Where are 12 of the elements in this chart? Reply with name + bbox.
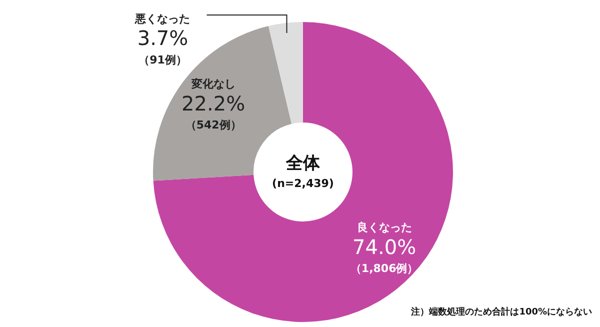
data-label: 22.2% [182,91,246,116]
data-label: 3.7% [137,26,188,50]
text: （91例） [138,53,187,66]
text: （542例） [185,118,242,132]
text: 全体 [285,153,321,174]
text: (n=2,439) [272,176,334,190]
text: （1,806例） [350,262,418,276]
data-label: 74.0% [352,234,416,259]
text: 注）端数処理のため合計は100%にならない [410,306,592,318]
slice-label: 良くなった [356,221,412,234]
slice-label: 変化なし [190,78,236,91]
slice-label: 悪くなった [134,12,190,26]
